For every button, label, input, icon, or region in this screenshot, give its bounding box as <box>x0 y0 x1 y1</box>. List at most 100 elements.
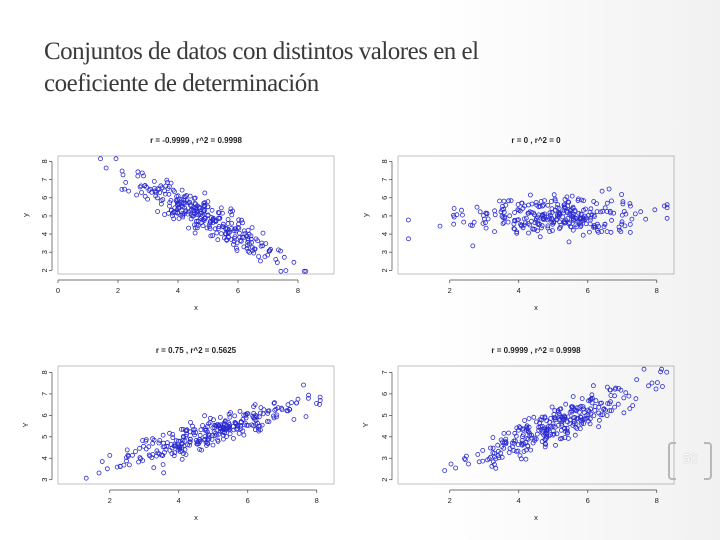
scatter-point <box>209 207 215 213</box>
scatter-point <box>236 431 242 436</box>
scatter-point <box>193 430 199 435</box>
scatter-point <box>524 427 529 433</box>
scatter-point <box>567 220 573 226</box>
scatter-point <box>501 431 507 436</box>
scatter-point <box>257 258 263 264</box>
scatter-point <box>514 230 520 236</box>
scatter-point <box>500 215 506 220</box>
scatter-point <box>585 407 591 413</box>
scatter-point <box>217 426 223 432</box>
scatter-point <box>245 423 251 428</box>
x-axis-label: x <box>534 513 538 522</box>
scatter-point <box>619 192 625 197</box>
scatter-point <box>565 419 570 425</box>
scatter-point <box>592 224 597 230</box>
scatter-point <box>135 169 141 175</box>
scatter-point <box>138 456 143 462</box>
scatter-point <box>506 450 512 455</box>
scatter-point <box>162 191 168 197</box>
scatter-point <box>649 380 655 386</box>
scatter-point <box>547 229 553 234</box>
scatter-point <box>289 400 294 405</box>
scatter-point <box>238 423 243 429</box>
scatter-point <box>233 226 239 232</box>
x-tick-label: 4 <box>176 286 180 295</box>
scatter-point <box>511 448 517 453</box>
y-tick-label: 3 <box>40 478 49 482</box>
scatter-point <box>552 196 558 202</box>
x-tick-label: 2 <box>448 286 452 295</box>
scatter-point <box>542 414 548 420</box>
scatter-point <box>176 204 182 210</box>
scatter-point <box>243 413 249 418</box>
scatter-point <box>541 202 546 208</box>
scatter-point <box>305 395 311 401</box>
scatter-point <box>485 216 491 222</box>
scatter-point <box>604 384 610 390</box>
scatter-point <box>608 229 614 235</box>
scatter-point <box>125 453 131 459</box>
scatter-point <box>474 204 480 210</box>
scatter-point <box>563 401 569 407</box>
scatter-point <box>470 243 476 249</box>
x-tick-label: 6 <box>236 286 240 295</box>
scatter-point <box>303 268 309 274</box>
scatter-point <box>626 393 632 399</box>
y-axis-label: Y <box>361 422 370 427</box>
scatter-point <box>580 404 586 409</box>
point-cloud <box>98 156 309 274</box>
scatter-point <box>523 447 529 453</box>
scatter-point <box>202 413 208 419</box>
scatter-point <box>528 447 534 453</box>
slide-title-line-2: coeficiente de determinación <box>44 70 319 97</box>
scatter-point <box>201 203 207 209</box>
scatter-point <box>564 425 570 431</box>
scatter-point <box>226 425 232 431</box>
scatter-point <box>572 432 578 438</box>
scatter-point <box>301 382 306 388</box>
scatter-point <box>231 236 237 241</box>
y-tick-label: 4 <box>380 232 389 236</box>
scatter-point <box>570 404 576 410</box>
scatter-point <box>137 184 143 190</box>
scatter-point <box>559 422 565 428</box>
scatter-point <box>537 420 543 426</box>
scatter-point <box>602 221 608 227</box>
scatter-point <box>577 426 583 431</box>
scatter-point <box>265 408 271 414</box>
scatter-point <box>218 231 224 236</box>
scatter-point <box>532 227 538 232</box>
scatter-point <box>592 223 597 228</box>
scatter-point <box>658 369 664 375</box>
scatter-point <box>301 268 307 274</box>
scatter-point <box>223 434 229 439</box>
scatter-point <box>215 237 221 243</box>
x-tick-label: 8 <box>655 496 659 505</box>
scatter-point <box>503 202 509 208</box>
scatter-point <box>197 432 203 438</box>
scatter-point <box>513 433 519 439</box>
scatter-point <box>591 199 597 204</box>
scatter-point <box>230 242 236 247</box>
scatter-point <box>581 198 587 204</box>
scatter-point <box>595 229 601 235</box>
scatter-point <box>235 423 240 429</box>
scatter-point <box>113 156 119 162</box>
y-tick-label: 8 <box>40 159 49 163</box>
scatter-point <box>196 437 202 443</box>
scatter-point <box>451 214 457 220</box>
plot-title: r = 0.9999 , r^2 = 0.9998 <box>491 346 581 355</box>
scatter-point <box>198 427 204 433</box>
scatter-point <box>283 268 289 274</box>
scatter-point <box>185 200 191 206</box>
scatter-point <box>606 186 612 192</box>
scatter-point <box>612 404 618 410</box>
scatter-point <box>475 452 481 457</box>
scatter-point <box>500 221 506 226</box>
scatter-point <box>564 428 570 434</box>
scatter-point <box>124 458 129 464</box>
scatter-point <box>461 219 467 225</box>
scatter-point <box>627 203 633 209</box>
scatter-point <box>226 427 232 433</box>
scatter-point <box>501 206 507 212</box>
